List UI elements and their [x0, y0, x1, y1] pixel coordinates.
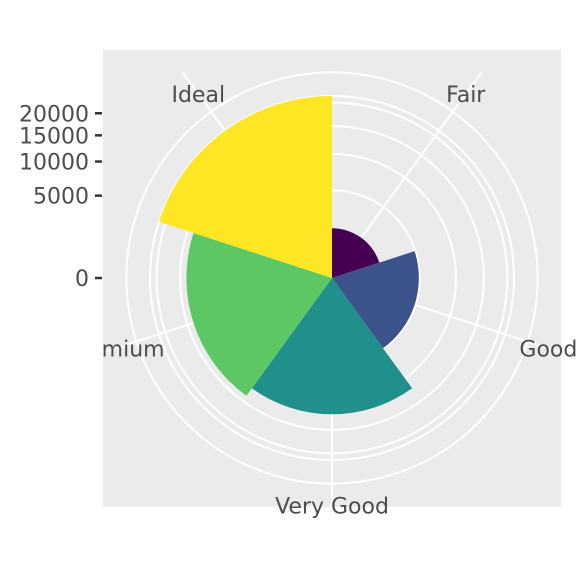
- y-tick-label-1: 0: [75, 267, 89, 292]
- category-labels: Fair Good Very Good Premium Ideal: [67, 83, 576, 520]
- wedge-premium: [186, 233, 332, 396]
- bars: [158, 95, 419, 415]
- category-label-fair: Fair: [446, 83, 486, 108]
- y-tick-label-2: 5000: [33, 185, 89, 210]
- wedge-good: [332, 251, 419, 349]
- wedge-fair: [332, 228, 380, 278]
- category-label-good: Good: [519, 337, 576, 362]
- grid-circle-outer: [125, 71, 539, 485]
- wedge-ideal: [158, 95, 332, 279]
- category-label-premium: Premium: [67, 337, 165, 362]
- y-tick-label-5: 20000: [19, 102, 89, 127]
- y-tick-label-4: 15000: [19, 124, 89, 149]
- wedge-very-good: [251, 278, 413, 415]
- y-tick-label-3: 10000: [19, 151, 89, 176]
- category-label-ideal: Ideal: [171, 83, 225, 108]
- category-label-very-good: Very Good: [275, 495, 389, 520]
